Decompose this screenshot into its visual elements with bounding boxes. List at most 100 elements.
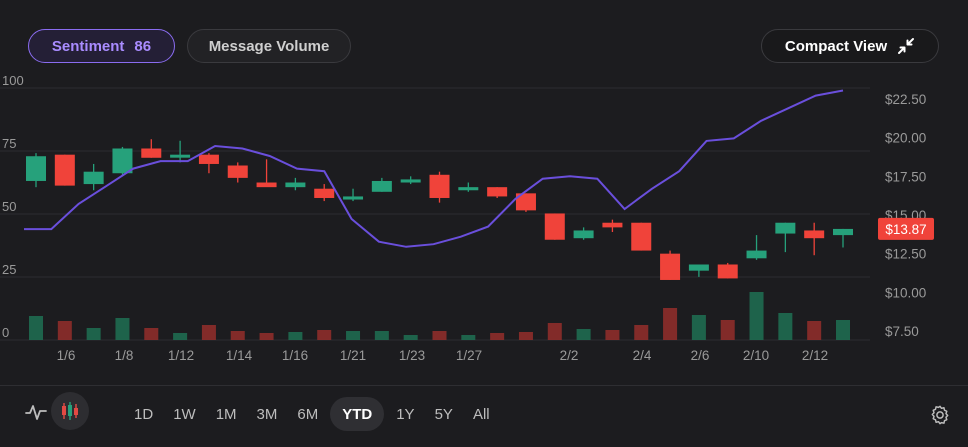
x-axis-tick-label: 2/2: [560, 348, 579, 363]
candle-body: [833, 228, 853, 236]
left-axis-tick-label: 25: [2, 262, 16, 277]
volume-bar: [807, 321, 822, 340]
candle-body: [688, 264, 709, 271]
candle-body: [746, 250, 767, 259]
volume-bar: [29, 316, 43, 340]
right-axis: $7.50$10.00$12.50$15.00$17.50$20.00$22.5…: [885, 92, 926, 339]
volume-bars: [29, 292, 850, 340]
volume-bar: [403, 335, 418, 340]
volume-bar: [605, 330, 620, 340]
range-button-1w[interactable]: 1W: [173, 405, 196, 423]
volume-bar: [663, 308, 678, 340]
x-axis-tick-label: 1/14: [226, 348, 253, 363]
candle-body: [227, 165, 248, 178]
left-axis: 0 25 50 75 100: [2, 73, 24, 340]
x-axis-tick-label: 1/16: [282, 348, 308, 363]
candle-body: [660, 253, 681, 280]
candle-body: [54, 154, 75, 186]
x-axis-tick-label: 1/21: [340, 348, 366, 363]
x-axis: 1/6 1/8 1/12 1/14 1/16 1/21 1/23 1/27 2/2 2/4 2/6 2…: [57, 348, 829, 363]
left-axis-tick-label: 50: [2, 199, 16, 214]
left-axis-tick-label: 0: [2, 325, 9, 340]
x-axis-tick-label: 1/12: [168, 348, 194, 363]
left-axis-tick-label: 75: [2, 136, 16, 151]
volume-bar: [115, 318, 130, 340]
current-price-label: $13.87: [885, 222, 926, 237]
candle-body: [371, 180, 392, 192]
time-range-selector: 1D 1W 1M 3M 6M YTD 1Y 5Y All: [126, 397, 502, 431]
volume-bar: [259, 333, 274, 340]
volume-bar: [576, 329, 591, 340]
sentiment-score: 86: [134, 37, 152, 55]
volume-bar: [374, 331, 389, 340]
candle-body: [256, 182, 277, 188]
tab-sentiment-label: Sentiment: [51, 37, 125, 55]
volume-bar: [57, 321, 72, 340]
candle-body: [400, 179, 421, 183]
right-axis-tick-label: $12.50: [885, 247, 926, 262]
tab-message-volume[interactable]: Message Volume: [187, 29, 351, 63]
x-axis-tick-label: 1/8: [115, 348, 134, 363]
candle-body: [717, 264, 738, 279]
line-chart-icon: [25, 405, 47, 420]
candle-body: [285, 182, 306, 188]
left-axis-tick-label: 100: [2, 73, 24, 88]
range-button-1d[interactable]: 1D: [134, 405, 154, 423]
volume-bar: [230, 331, 245, 340]
compact-view-label: Compact View: [784, 37, 888, 55]
candle-body: [804, 230, 825, 239]
x-axis-tick-label: 1/6: [57, 348, 76, 363]
gear-icon: [931, 405, 949, 425]
candle-body: [487, 187, 508, 197]
right-axis-tick-label: $10.00: [885, 285, 926, 300]
volume-bar: [173, 333, 188, 340]
candlestick-icon: [62, 402, 78, 420]
volume-bar: [749, 292, 764, 340]
x-axis-tick-label: 1/27: [456, 348, 482, 363]
volume-bar: [288, 332, 303, 340]
volume-bar: [432, 331, 447, 340]
tab-sentiment[interactable]: Sentiment 86: [28, 29, 175, 63]
candle-body: [631, 222, 652, 251]
candle-body: [343, 196, 364, 200]
volume-bar: [518, 332, 533, 340]
candle-body: [170, 154, 191, 158]
range-button-all[interactable]: All: [472, 405, 490, 423]
x-axis-tick-label: 1/23: [399, 348, 425, 363]
range-button-3m[interactable]: 3M: [256, 405, 278, 423]
volume-bar: [461, 335, 476, 340]
tab-message-volume-label: Message Volume: [208, 37, 330, 55]
volume-bar: [317, 330, 332, 340]
settings-button[interactable]: [926, 401, 954, 429]
right-axis-tick-label: $17.50: [885, 169, 926, 184]
volume-bar: [778, 313, 793, 340]
volume-bar: [836, 320, 850, 340]
sentiment-line: [24, 89, 844, 248]
candle-body: [515, 193, 536, 211]
range-button-ytd[interactable]: YTD: [330, 397, 385, 431]
compact-view-button[interactable]: Compact View: [761, 29, 939, 63]
line-chart-toggle[interactable]: [19, 395, 53, 429]
volume-bar: [144, 328, 159, 340]
volume-bar: [86, 328, 101, 340]
right-axis-tick-label: $7.50: [885, 324, 919, 339]
current-price-tag: $13.87: [878, 217, 934, 240]
candlestick-chart-toggle[interactable]: [51, 392, 89, 430]
range-button-1y[interactable]: 1Y: [396, 405, 415, 423]
volume-bar: [201, 325, 216, 340]
candle-body: [198, 154, 219, 164]
collapse-arrows-icon: [898, 38, 915, 54]
candle-body: [314, 188, 335, 198]
volume-bar: [634, 325, 649, 340]
volume-bar: [547, 323, 562, 340]
candle-body: [775, 222, 796, 234]
candle-body: [429, 174, 450, 198]
volume-bar: [490, 333, 505, 340]
range-button-1m[interactable]: 1M: [215, 405, 237, 423]
range-button-6m[interactable]: 6M: [297, 405, 319, 423]
candle-body: [26, 156, 46, 181]
x-axis-tick-label: 2/10: [743, 348, 769, 363]
candle-body: [112, 148, 133, 174]
range-button-5y[interactable]: 5Y: [434, 405, 453, 423]
